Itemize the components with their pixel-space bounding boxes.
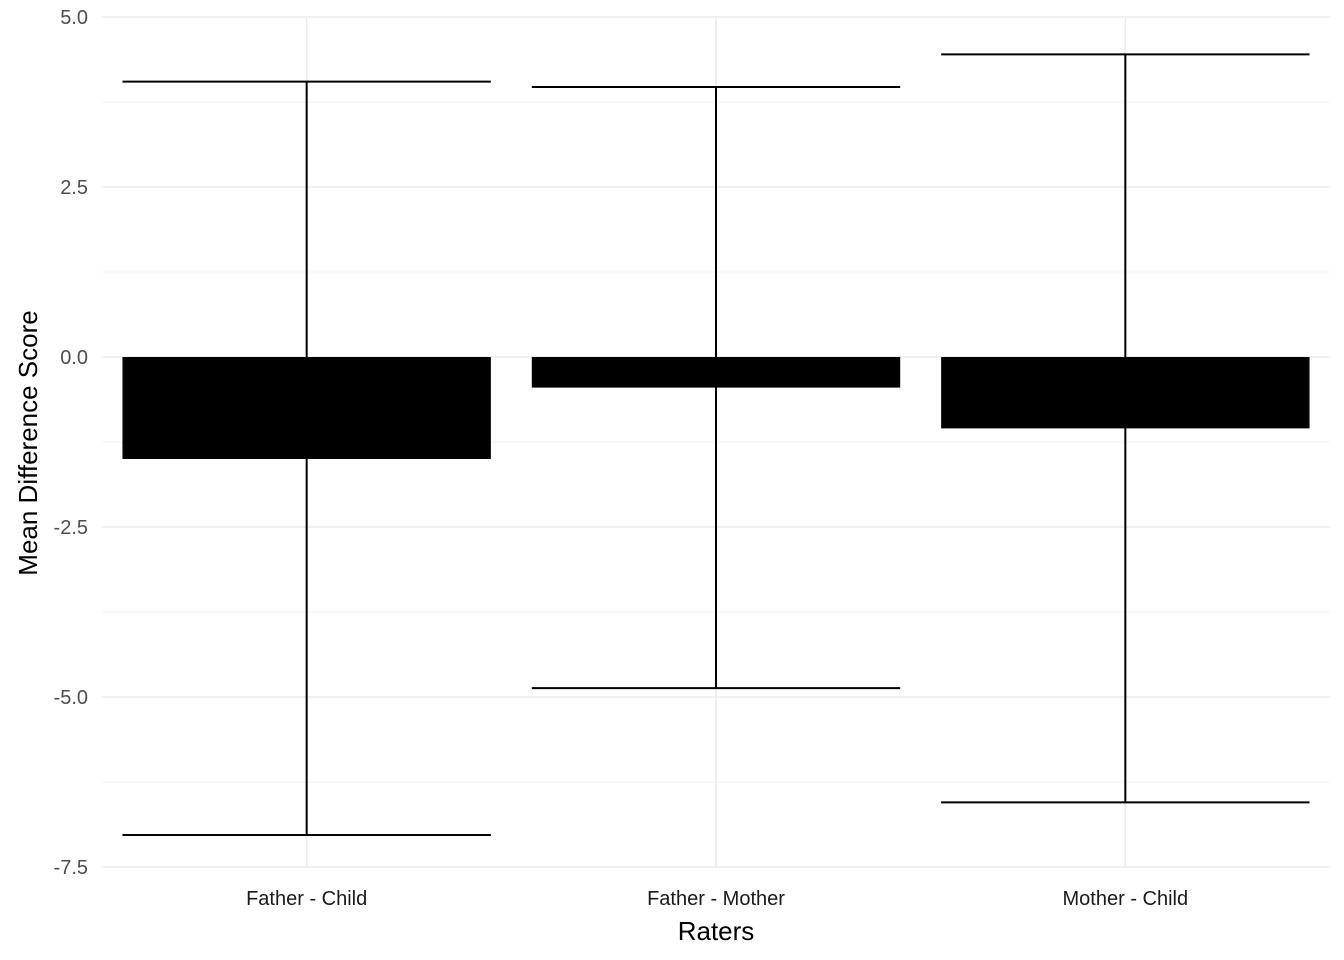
- x-tick-labels: Father - Child Father - Mother Mother - Ch…: [246, 888, 1188, 910]
- y-tick-label: 0.0: [60, 347, 88, 369]
- y-axis-title: Mean Difference Score: [13, 310, 43, 575]
- x-tick-label: Father - Mother: [647, 888, 785, 910]
- y-tick-label: 5.0: [60, 7, 88, 29]
- y-tick-labels: 5.0 2.5 0.0 -2.5 -5.0 -7.5: [54, 7, 88, 879]
- y-tick-label: 2.5: [60, 177, 88, 199]
- y-tick-label: -2.5: [54, 517, 88, 539]
- y-tick-label: -5.0: [54, 687, 88, 709]
- x-axis-title: Raters: [678, 916, 755, 946]
- x-tick-label: Father - Child: [246, 888, 367, 910]
- error-bars: [122, 53, 1310, 837]
- x-tick-label: Mother - Child: [1063, 888, 1189, 910]
- y-tick-label: -7.5: [54, 857, 88, 879]
